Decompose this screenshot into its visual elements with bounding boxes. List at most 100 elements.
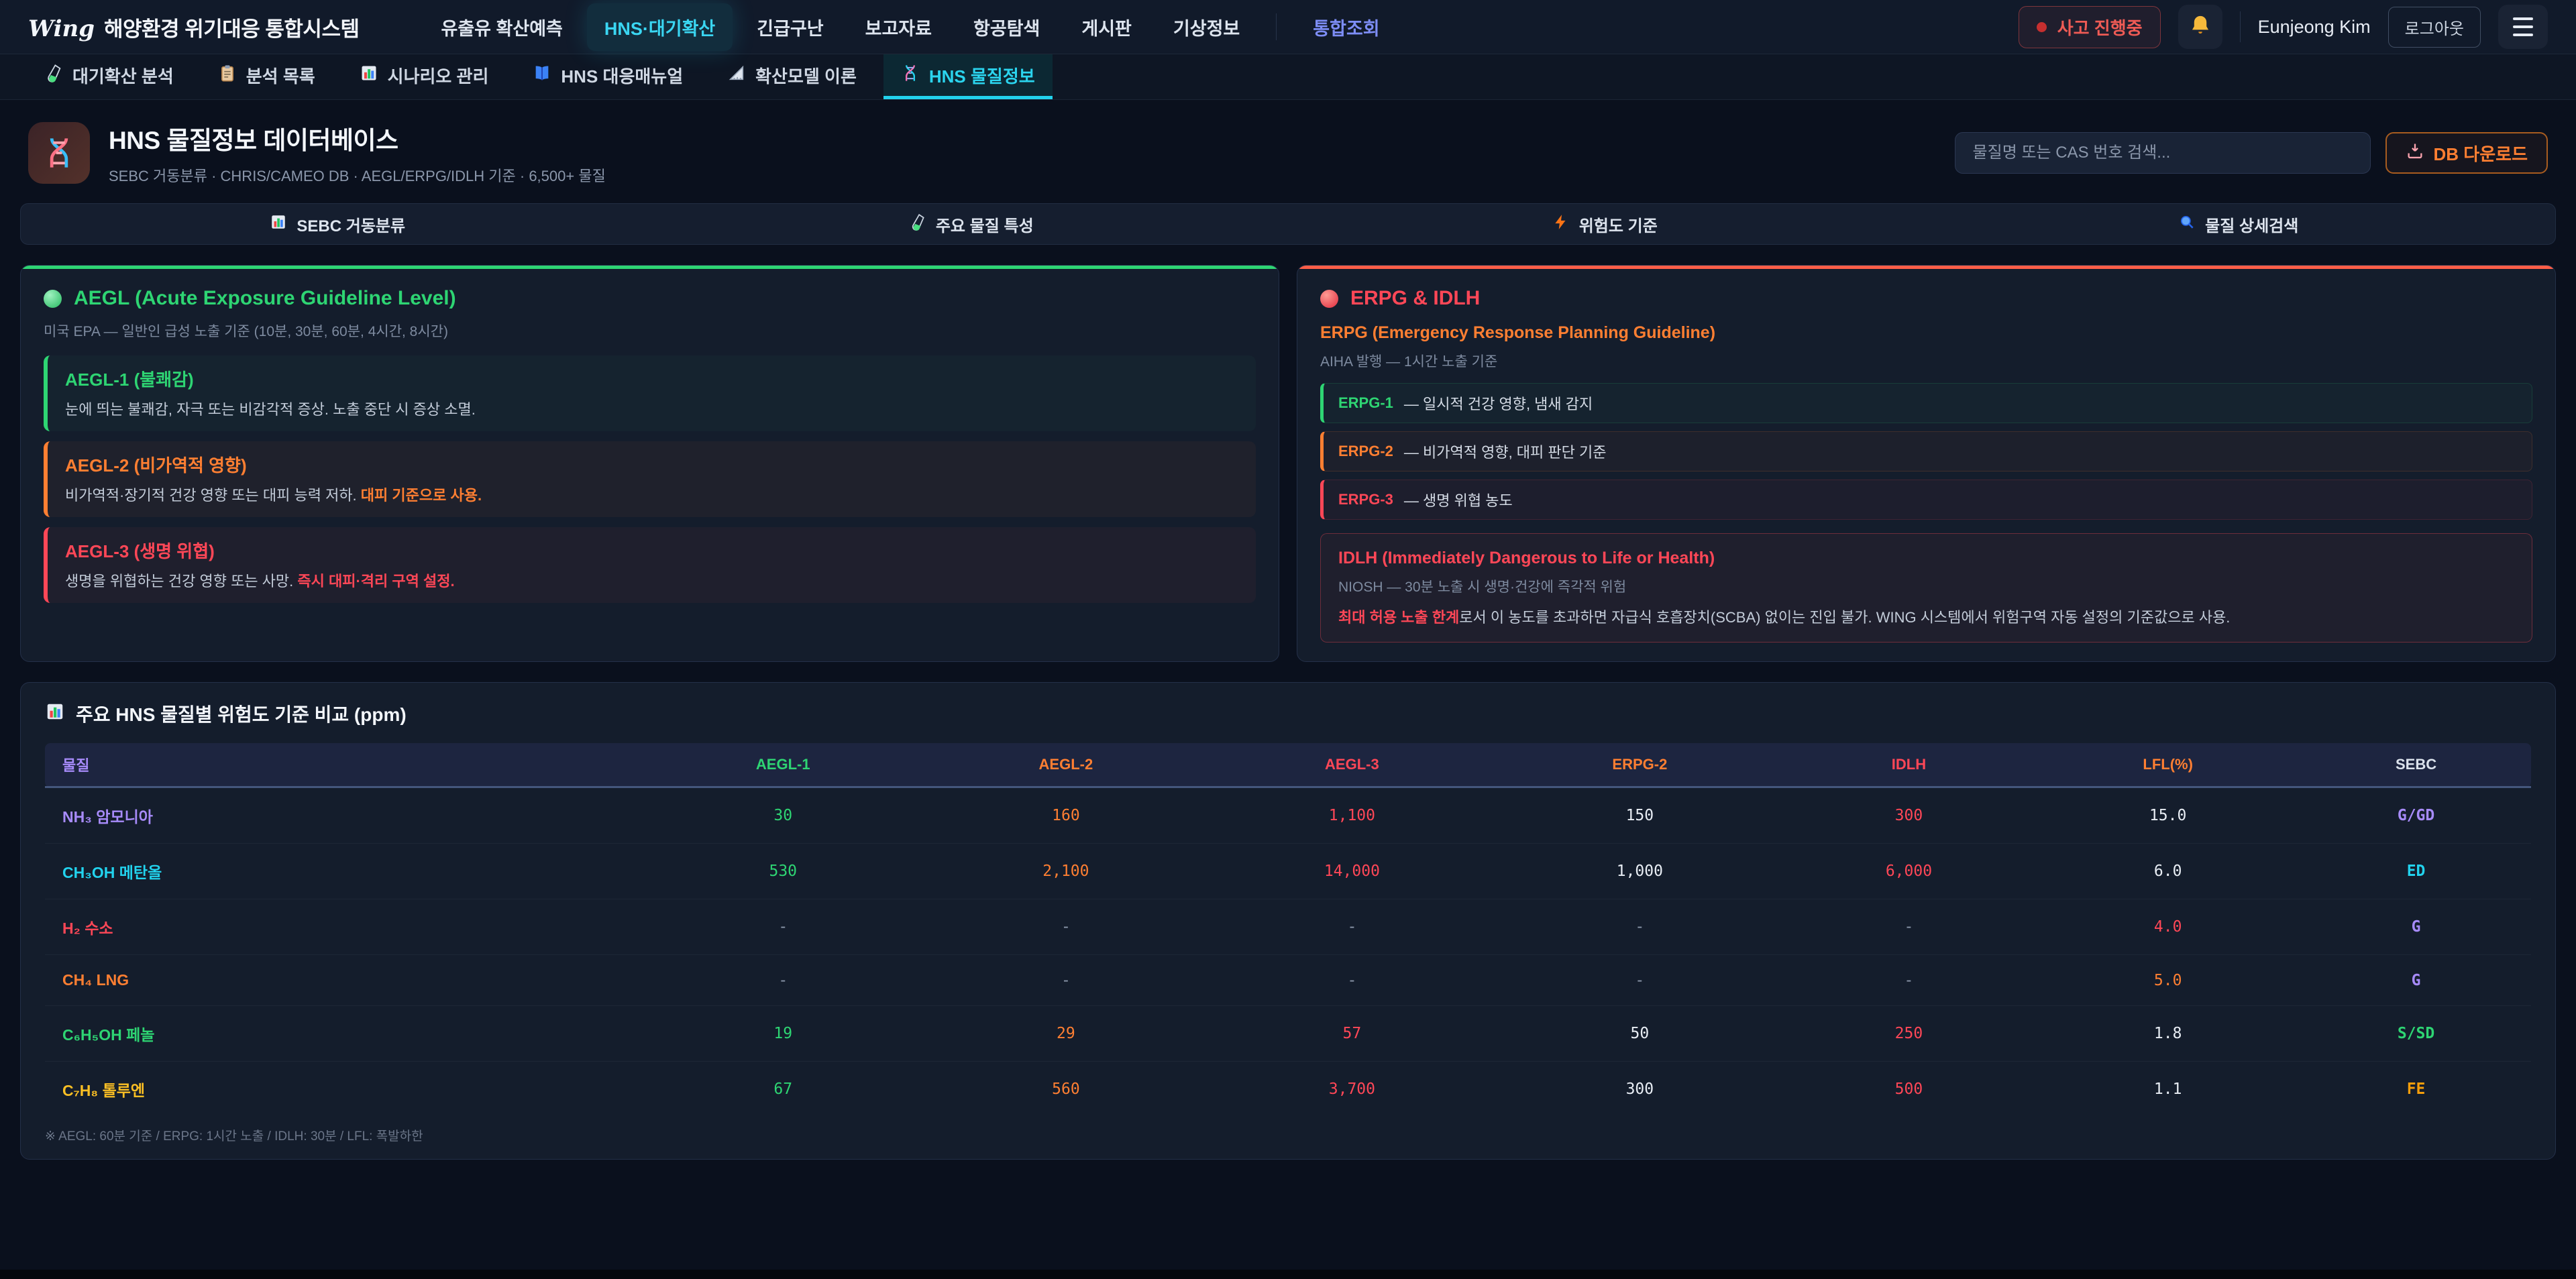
col-header-erpg2[interactable]: ERPG-2	[1612, 756, 1668, 773]
aegl-level-3-name: AEGL-3 (생명 위협)	[65, 541, 215, 561]
logout-button[interactable]: 로그아웃	[2387, 6, 2481, 48]
aegl3-value: 3,700	[1328, 1080, 1375, 1098]
substance-name: C₆H₅OH 페놀	[62, 1026, 155, 1044]
col-header-aegl3[interactable]: AEGL-3	[1325, 756, 1379, 773]
aegl-level-2-name: AEGL-2 (비가역적 영향)	[65, 455, 247, 476]
aegl2-value: 160	[1052, 807, 1080, 824]
bottom-edge-bar	[0, 1270, 2576, 1279]
green-circle-icon	[44, 289, 62, 308]
quick-item-detail-search[interactable]: 물질 상세검색	[1922, 204, 2556, 244]
erpg-3-desc: — 생명 위협 농도	[1403, 492, 1513, 509]
idlh-value: 250	[1894, 1025, 1923, 1042]
aegl-level-2-desc: 비가역적·장기적 건강 영향 또는 대피 능력 저하. 대피 기준으로 사용.	[65, 487, 482, 504]
table-row[interactable]: C₆H₅OH 페놀 19 29 57 50 250 1.8 S/SD	[45, 1006, 2531, 1062]
tab-analysis-list[interactable]: 분석 목록	[201, 54, 333, 99]
table-row[interactable]: NH₃ 암모니아 30 160 1,100 150 300 15.0 G/GD	[45, 787, 2531, 844]
idlh-accent: 최대 허용 노출 한계	[1338, 609, 1460, 626]
erpg-subtitle: AIHA 발행 — 1시간 노출 기준	[1320, 354, 1498, 370]
hazard-comparison-panel: 주요 HNS 물질별 위험도 기준 비교 (ppm) 물질 AEGL-1 AEG…	[20, 682, 2556, 1160]
idlh-value: 300	[1894, 807, 1923, 824]
substance-search-input[interactable]	[1954, 132, 2371, 174]
erpg-3-label: ERPG-3	[1338, 491, 1393, 508]
erpg2-value: -	[1635, 918, 1645, 936]
quick-item-label: 위험도 기준	[1578, 217, 1658, 235]
tab-scenario-management[interactable]: 시나리오 관리	[342, 54, 506, 99]
sub-tabstrip: 대기확산 분석 분석 목록 시나리오 관리 HNS 대응매뉴얼 확산모델 이론 …	[0, 54, 2576, 100]
sebc-value: G	[2411, 918, 2421, 936]
bar-chart-icon	[45, 702, 65, 726]
nav-item-rescue[interactable]: 긴급구난	[757, 18, 824, 39]
table-row[interactable]: CH₃OH 메탄올 530 2,100 14,000 1,000 6,000 6…	[45, 844, 2531, 899]
tab-model-theory[interactable]: 확산모델 이론	[710, 54, 874, 99]
aegl2-value: 29	[1057, 1025, 1075, 1042]
col-header-substance[interactable]: 물질	[62, 757, 90, 774]
incident-label: 사고 진행중	[2057, 17, 2143, 38]
substance-name: NH₃ 암모니아	[62, 808, 153, 826]
tab-hns-manual[interactable]: HNS 대응매뉴얼	[515, 54, 700, 99]
erpg-3-row: ERPG-3 — 생명 위협 농도	[1320, 480, 2532, 520]
nav-item-oil-spill[interactable]: 유출유 확산예측	[441, 18, 563, 39]
quick-item-label: 물질 상세검색	[2205, 217, 2299, 235]
lfl-value: 4.0	[2153, 918, 2182, 936]
aegl1-value: 67	[773, 1080, 793, 1098]
aegl1-value: 530	[769, 863, 798, 880]
nav-item-weather[interactable]: 기상정보	[1173, 18, 1240, 39]
tab-hns-substance-info[interactable]: HNS 물질정보	[883, 54, 1053, 99]
erpg-panel-title: ERPG & IDLH	[1320, 287, 2532, 310]
nav-item-reports[interactable]: 보고자료	[865, 18, 932, 39]
tab-dispersion-analysis[interactable]: 대기확산 분석	[27, 54, 191, 99]
erpg2-value: -	[1635, 971, 1645, 989]
col-header-aegl2[interactable]: AEGL-2	[1038, 756, 1093, 773]
lfl-value: 6.0	[2153, 863, 2182, 880]
col-header-aegl1[interactable]: AEGL-1	[755, 756, 810, 773]
nav-item-hns-dispersion[interactable]: HNS·대기확산	[586, 3, 733, 51]
dna-icon	[901, 64, 920, 87]
incident-status-badge[interactable]: 사고 진행중	[2018, 5, 2161, 48]
bar-chart-icon	[270, 213, 287, 235]
idlh-value: -	[1904, 971, 1914, 989]
erpg-idlh-panel: ERPG & IDLH ERPG (Emergency Response Pla…	[1297, 265, 2556, 662]
col-header-idlh[interactable]: IDLH	[1891, 756, 1927, 773]
aegl3-value: 14,000	[1324, 863, 1380, 880]
aegl-level-1-card: AEGL-1 (불쾌감) 눈에 띄는 불쾌감, 자극 또는 비감각적 증상. 노…	[44, 355, 1256, 431]
triangle-ruler-icon	[727, 64, 746, 87]
aegl1-value: -	[778, 918, 788, 936]
table-row[interactable]: CH₄ LNG - - - - - 5.0 G	[45, 955, 2531, 1006]
nav-item-integrated-search[interactable]: 통합조회	[1313, 18, 1380, 39]
sebc-value: ED	[2406, 863, 2426, 880]
app-logo: Wing 해양환경 위기대응 통합시스템	[28, 12, 360, 42]
bar-chart-icon	[360, 64, 378, 87]
aegl-panel-subtitle: 미국 EPA — 일반인 급성 노출 기준 (10분, 30분, 60분, 4시…	[44, 324, 448, 339]
hamburger-icon	[2513, 17, 2533, 36]
nav-item-aerial-search[interactable]: 항공탐색	[973, 18, 1040, 39]
aegl3-value: -	[1347, 918, 1357, 936]
table-title-row: 주요 HNS 물질별 위험도 기준 비교 (ppm)	[45, 700, 2531, 727]
nav-item-board[interactable]: 게시판	[1081, 18, 1132, 39]
quick-item-hazard-criteria[interactable]: 위험도 기준	[1288, 204, 1922, 244]
table-row[interactable]: H₂ 수소 - - - - - 4.0 G	[45, 899, 2531, 955]
tab-label: HNS 물질정보	[928, 66, 1035, 87]
tab-label: 시나리오 관리	[387, 66, 489, 87]
clipboard-icon	[218, 64, 237, 87]
quick-item-properties[interactable]: 주요 물질 특성	[655, 204, 1289, 244]
user-name: Eunjeong Kim	[2257, 16, 2371, 37]
table-row[interactable]: C₇H₈ 톨루엔 67 560 3,700 300 500 1.1 FE	[45, 1062, 2531, 1117]
aegl-panel-title: AEGL (Acute Exposure Guideline Level)	[44, 287, 1256, 310]
db-download-button[interactable]: DB 다운로드	[2385, 132, 2548, 174]
main-nav: 유출유 확산예측 HNS·대기확산 긴급구난 보고자료 항공탐색 게시판 기상정…	[424, 3, 1397, 51]
quick-item-sebc[interactable]: SEBC 거동분류	[21, 204, 655, 244]
idlh-value: 6,000	[1885, 863, 1933, 880]
aegl3-value: 1,100	[1328, 807, 1375, 824]
aegl1-value: 19	[773, 1025, 793, 1042]
table-footnote: ※ AEGL: 60분 기준 / ERPG: 1시간 노출 / IDLH: 30…	[45, 1129, 423, 1144]
col-header-lfl[interactable]: LFL(%)	[2143, 756, 2193, 773]
aegl-panel: AEGL (Acute Exposure Guideline Level) 미국…	[20, 265, 1279, 662]
search-icon	[2178, 213, 2196, 235]
notifications-button[interactable]	[2178, 5, 2222, 49]
quick-item-label: SEBC 거동분류	[297, 217, 406, 235]
col-header-sebc[interactable]: SEBC	[2395, 756, 2437, 773]
test-tube-icon	[44, 64, 63, 87]
sebc-value: G/GD	[2397, 807, 2435, 824]
menu-button[interactable]	[2498, 5, 2548, 49]
sebc-value: S/SD	[2397, 1025, 2435, 1042]
